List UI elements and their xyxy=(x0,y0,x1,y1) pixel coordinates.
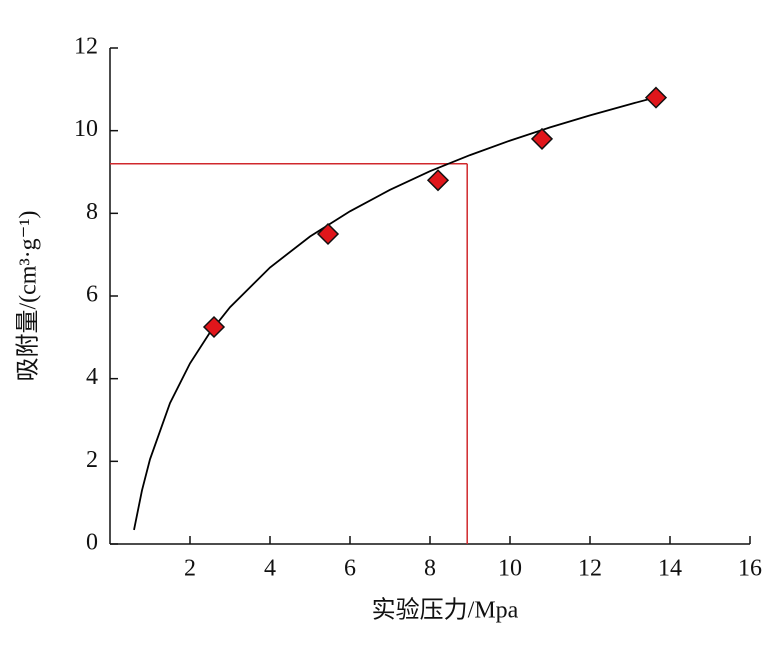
data-point xyxy=(316,222,340,246)
x-axis-label: 实验压力/Mpa xyxy=(372,597,519,624)
fit-curve xyxy=(133,95,659,531)
x-tick-label: 14 xyxy=(658,556,682,582)
data-point xyxy=(530,127,554,150)
y-tick-label: 6 xyxy=(86,282,98,308)
x-tick-label: 10 xyxy=(498,556,522,582)
y-tick-label: 12 xyxy=(74,34,98,60)
x-tick-label: 12 xyxy=(578,556,602,582)
y-axis-label: 吸附量/(cm³·g⁻¹) xyxy=(15,210,42,381)
x-tick-label: 4 xyxy=(264,556,276,582)
y-tick-label: 4 xyxy=(86,364,98,390)
x-tick-label: 8 xyxy=(424,556,436,582)
x-tick-label: 16 xyxy=(738,556,762,582)
y-tick-label: 2 xyxy=(86,447,98,473)
y-tick-label: 10 xyxy=(74,116,98,142)
y-tick-label: 8 xyxy=(86,199,98,225)
y-tick-label: 0 xyxy=(86,530,98,556)
data-point xyxy=(202,315,226,339)
x-tick-label: 6 xyxy=(344,556,356,582)
x-tick-label: 2 xyxy=(184,556,196,582)
data-point xyxy=(644,86,668,109)
data-point xyxy=(426,169,450,192)
